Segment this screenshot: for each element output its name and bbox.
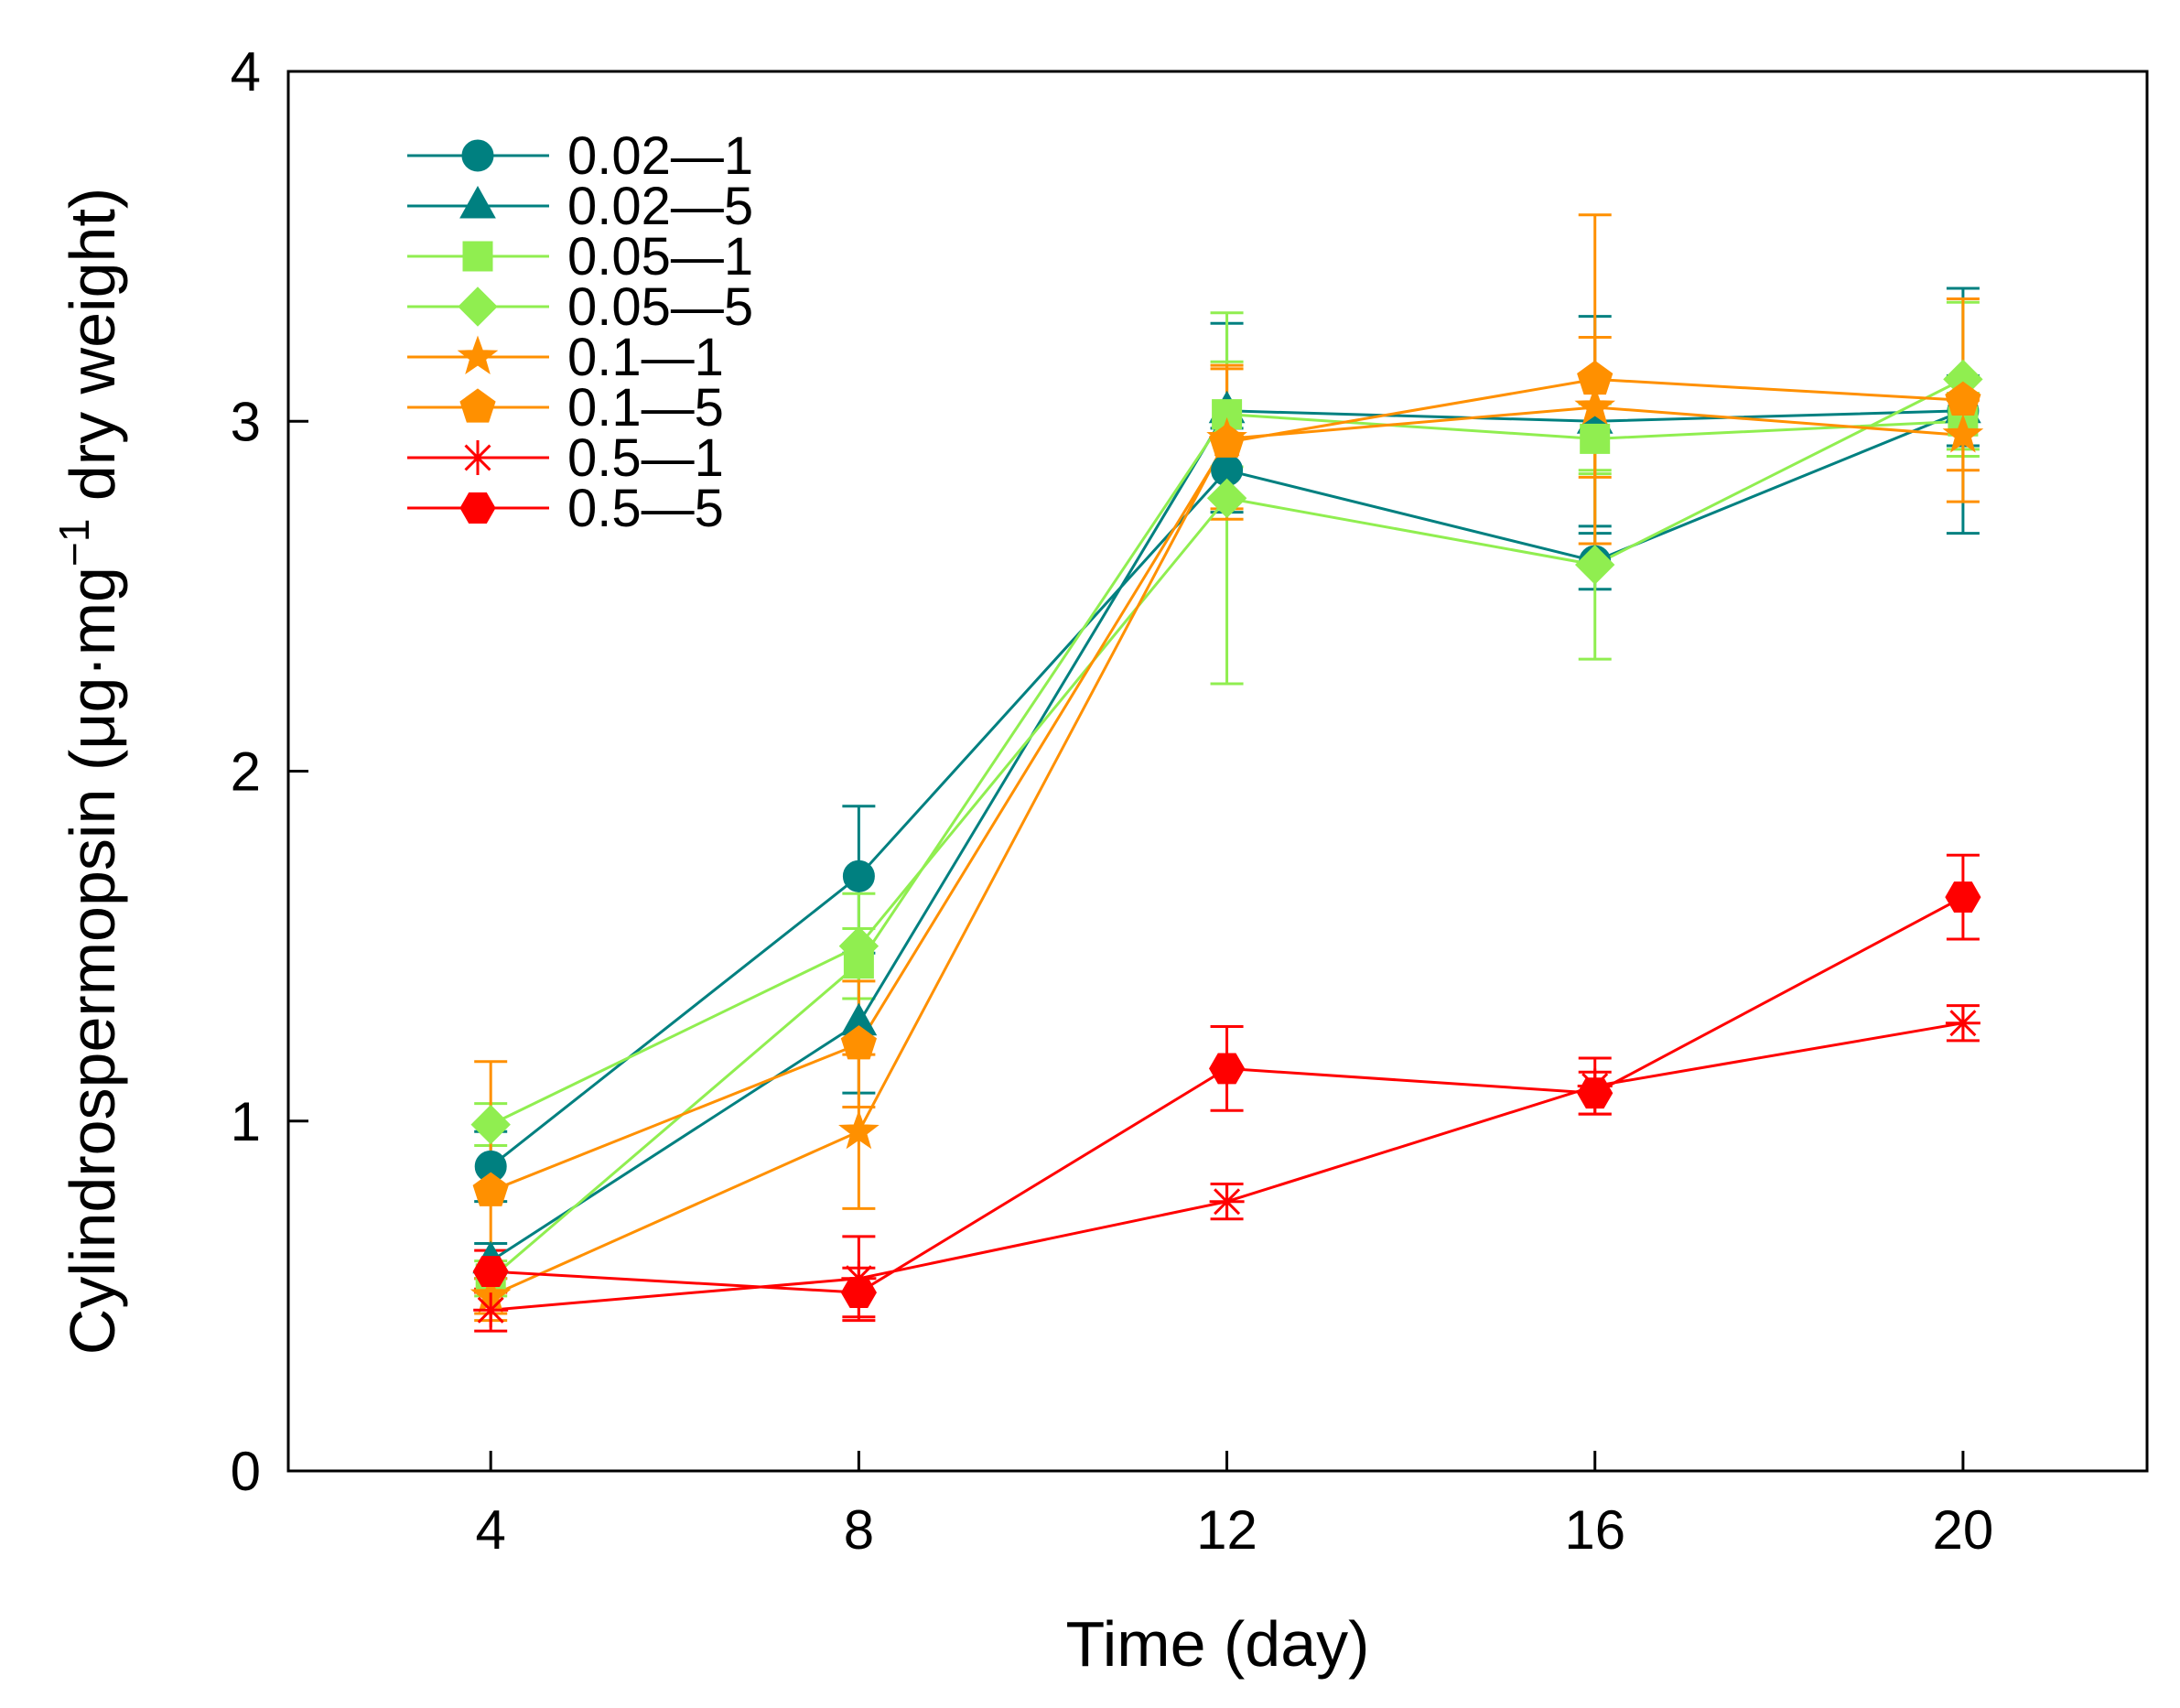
y-axis-title-superscript: −1 (50, 519, 98, 567)
data-point (842, 859, 875, 892)
y-axis-title: Cylindrospermopsin (μg·mg−1 dry weight) (50, 188, 128, 1355)
data-point (1945, 881, 1981, 913)
x-tick-label: 12 (1196, 1499, 1257, 1561)
legend-item: 0.5—5 (407, 479, 724, 538)
data-point (840, 1025, 878, 1060)
data-point (1574, 385, 1616, 425)
data-point (1577, 1077, 1613, 1109)
legend-marker (459, 388, 496, 423)
legend-label: 0.1—5 (567, 378, 724, 438)
data-point (1209, 1184, 1245, 1219)
data-point (470, 1104, 511, 1145)
data-point (1212, 399, 1243, 430)
legend-label: 0.5—5 (567, 479, 724, 538)
data-point (1208, 423, 1246, 458)
legend-item: 0.02—5 (407, 177, 753, 236)
series-markers (469, 359, 1984, 1328)
legend-label: 0.1—1 (567, 328, 724, 387)
data-point (838, 925, 880, 967)
data-point (472, 1256, 509, 1288)
legend-marker (460, 440, 495, 475)
data-point (1209, 1053, 1246, 1085)
legend-item: 0.1—5 (407, 378, 724, 438)
data-point (1574, 545, 1615, 585)
legend-label: 0.05—1 (567, 227, 753, 286)
data-point (1945, 1005, 1980, 1041)
x-tick-label: 4 (476, 1499, 506, 1561)
data-point (1206, 478, 1247, 519)
data-point (1580, 423, 1611, 454)
x-tick-label: 20 (1933, 1499, 1994, 1561)
y-tick-label: 3 (231, 391, 261, 452)
y-tick-label: 1 (231, 1091, 261, 1152)
legend-item: 0.5—1 (407, 428, 724, 488)
data-point (1942, 414, 1984, 453)
legend-label: 0.02—5 (567, 177, 753, 236)
x-tick-label: 8 (844, 1499, 874, 1561)
y-axis-title-main: Cylindrospermopsin (μg·mg (57, 567, 128, 1355)
data-point (472, 1172, 509, 1206)
legend: 0.02—10.02—50.05—10.05—50.1—10.1—50.5—10… (407, 126, 753, 538)
y-tick-label: 2 (231, 741, 261, 803)
legend-marker (458, 286, 498, 327)
x-tick-label: 16 (1564, 1499, 1625, 1561)
y-tick-label: 0 (231, 1441, 261, 1502)
legend-marker (457, 335, 499, 374)
legend-label: 0.05—5 (567, 277, 753, 337)
legend-label: 0.02—1 (567, 126, 753, 186)
y-tick-label: 4 (231, 41, 261, 103)
data-point (1577, 360, 1613, 395)
legend-item: 0.02—1 (407, 126, 753, 186)
legend-item: 0.1—1 (407, 328, 724, 387)
data-point (838, 1109, 880, 1150)
data-point (1945, 381, 1981, 416)
y-axis-title-tail: dry weight) (57, 188, 128, 519)
legend-marker (459, 185, 496, 219)
data-point (840, 1277, 877, 1309)
legend-item: 0.05—1 (407, 227, 753, 286)
legend-marker (459, 492, 496, 524)
x-axis-title: Time (day) (1066, 1608, 1370, 1680)
data-point (473, 1292, 509, 1328)
legend-marker (461, 139, 494, 172)
legend-label: 0.5—1 (567, 428, 724, 488)
legend-marker (462, 241, 493, 272)
legend-item: 0.05—5 (407, 277, 753, 337)
